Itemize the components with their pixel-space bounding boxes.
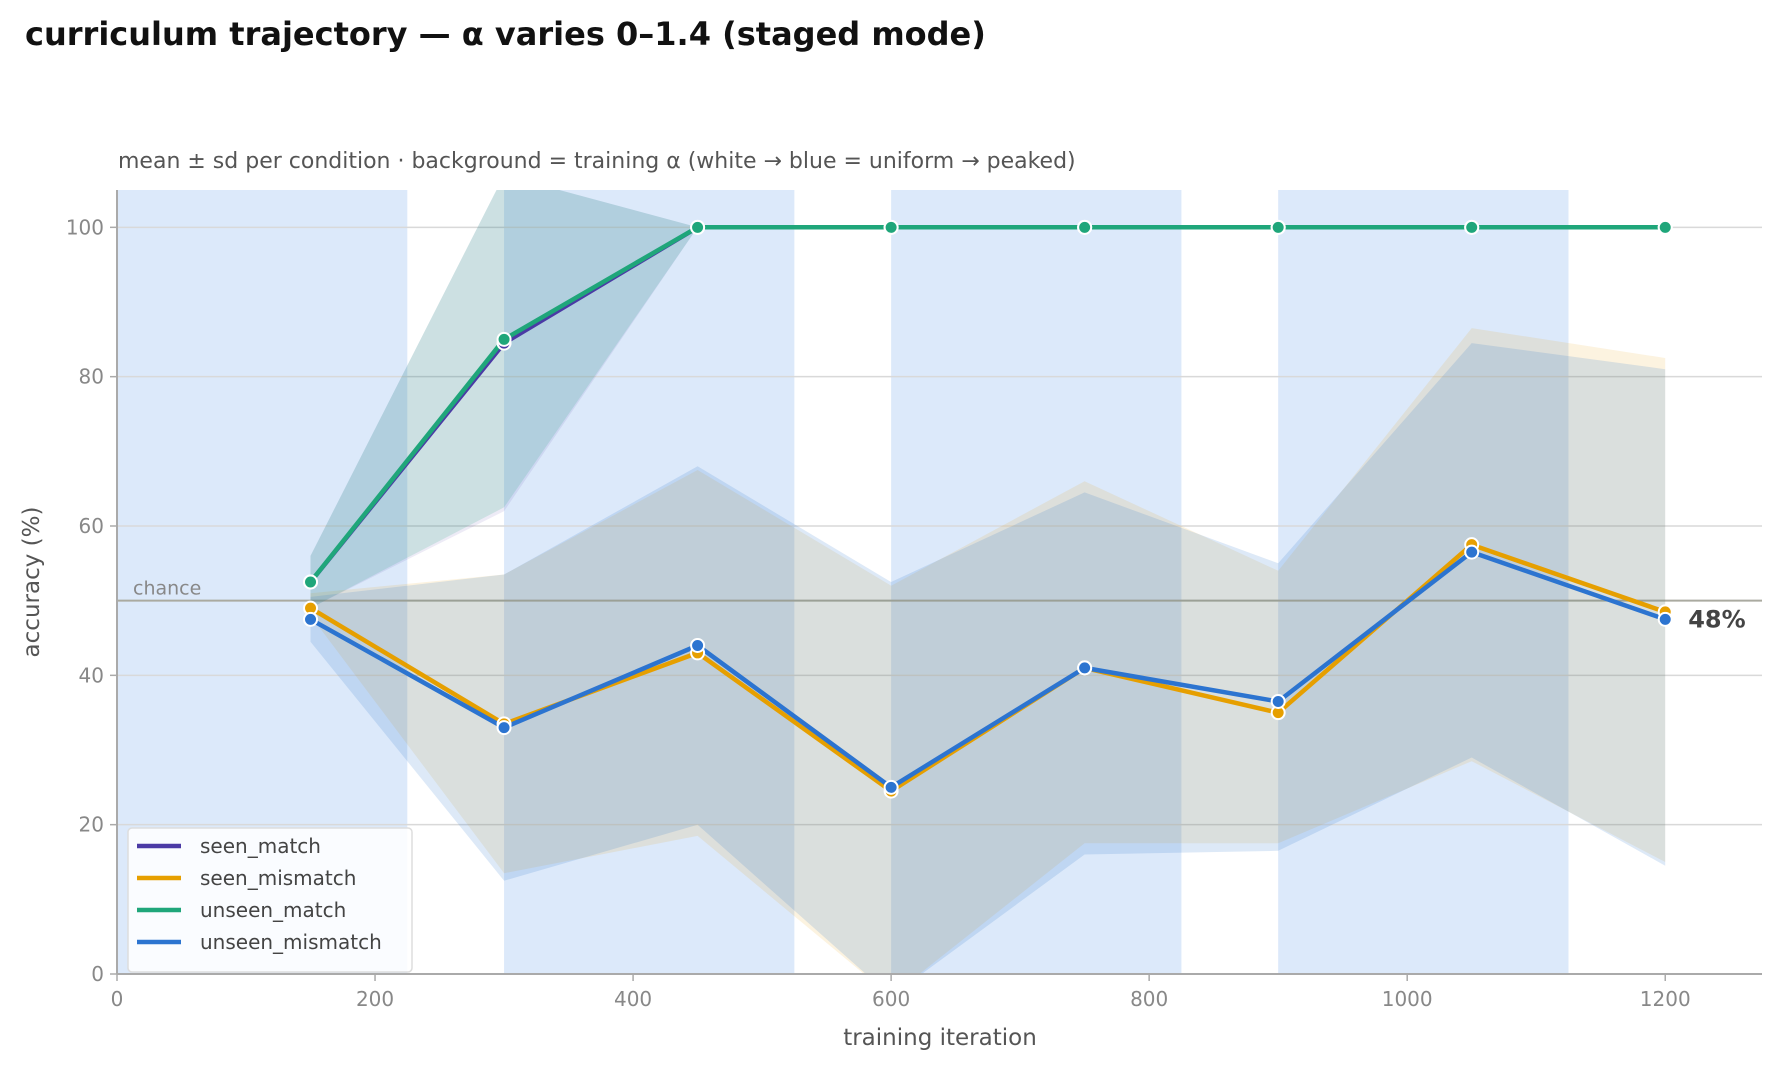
- data-point-unseen_match-600: [883, 219, 899, 235]
- legend-label-seen_mismatch: seen_mismatch: [200, 866, 356, 890]
- background-bands: [117, 190, 1569, 974]
- background-band-2: [891, 190, 1182, 974]
- data-point-unseen_mismatch-300: [496, 720, 512, 736]
- data-point-unseen_mismatch-1050: [1464, 544, 1480, 560]
- data-point-unseen_match-150: [303, 574, 319, 590]
- legend-box: [127, 827, 413, 973]
- x-tick-label-200: 200: [356, 987, 394, 1011]
- data-point-unseen_mismatch-900: [1270, 693, 1286, 709]
- x-ticks: 0 200 400 600 800 1000 1200: [111, 974, 1691, 1011]
- background-band-1: [504, 190, 795, 974]
- sd-band-seen_match: [310, 190, 1666, 609]
- y-tick-label-60: 60: [79, 514, 104, 538]
- y-tick-label-100: 100: [66, 215, 104, 239]
- data-point-unseen_match-750: [1077, 219, 1093, 235]
- chart-title: curriculum trajectory — α varies 0–1.4 (…: [25, 15, 986, 53]
- x-tick-label-400: 400: [614, 987, 652, 1011]
- legend-label-seen_match: seen_match: [200, 834, 321, 858]
- data-point-unseen_match-450: [690, 219, 706, 235]
- end-value-label: 48%: [1688, 605, 1745, 633]
- x-tick-label-600: 600: [872, 987, 910, 1011]
- x-tick-label-800: 800: [1130, 987, 1168, 1011]
- x-tick-label-1000: 1000: [1382, 987, 1433, 1011]
- data-point-unseen_match-300: [496, 331, 512, 347]
- data-point-unseen_match-1200: [1657, 219, 1673, 235]
- series-lines: [308, 225, 1668, 794]
- sd-band-unseen_mismatch: [310, 343, 1666, 974]
- x-axis-label: training iteration: [843, 1025, 1037, 1051]
- data-point-unseen_mismatch-150: [303, 611, 319, 627]
- y-tick-label-20: 20: [79, 813, 104, 837]
- data-point-unseen_match-1050: [1464, 219, 1480, 235]
- series-line-unseen_mismatch: [308, 549, 1668, 790]
- chart-subtitle: mean ± sd per condition · background = t…: [118, 149, 1076, 174]
- y-tick-label-0: 0: [91, 962, 104, 986]
- y-tick-label-80: 80: [79, 365, 104, 389]
- y-tick-label-40: 40: [79, 663, 104, 687]
- x-tick-label-1200: 1200: [1640, 987, 1691, 1011]
- chance-label: chance: [133, 578, 201, 600]
- background-band-3: [1278, 190, 1569, 974]
- data-point-unseen_mismatch-1200: [1657, 611, 1673, 627]
- axes: [116, 190, 1762, 975]
- x-tick-label-0: 0: [111, 987, 124, 1011]
- data-point-unseen_mismatch-450: [690, 637, 706, 653]
- y-ticks: 0 20 40 60 80 100: [66, 215, 117, 986]
- sd-bands: [310, 190, 1666, 974]
- series-line-unseen_match: [308, 225, 1668, 585]
- y-axis-label: accuracy (%): [19, 507, 45, 658]
- sd-band-seen_mismatch: [310, 328, 1666, 974]
- series-markers: [303, 219, 1673, 799]
- chance-group: chance: [117, 578, 1762, 602]
- data-point-unseen_match-900: [1270, 219, 1286, 235]
- legend-label-unseen_mismatch: unseen_mismatch: [200, 930, 382, 954]
- legend-label-unseen_match: unseen_match: [200, 898, 346, 922]
- legend: seen_match seen_mismatch unseen_matchunsee…: [127, 827, 413, 973]
- data-point-unseen_mismatch-600: [883, 779, 899, 795]
- sd-band-unseen_match: [310, 190, 1666, 609]
- data-point-unseen_mismatch-750: [1077, 660, 1093, 676]
